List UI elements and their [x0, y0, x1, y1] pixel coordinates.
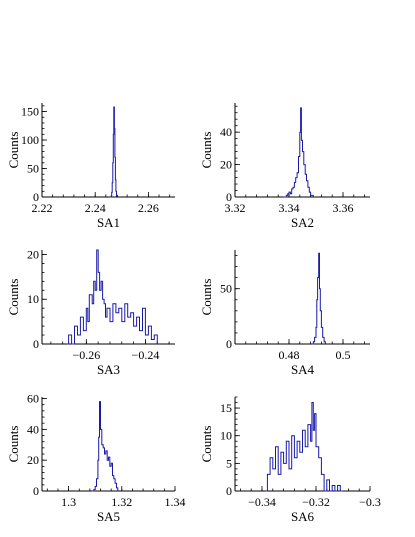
y-tick-label: 50 [220, 282, 232, 296]
y-axis-label: Counts [199, 426, 214, 463]
y-axis-label: Counts [199, 132, 214, 169]
y-axis-label: Counts [6, 279, 21, 316]
x-axis-label: SA2 [291, 215, 314, 230]
x-axis-label: SA3 [97, 362, 120, 377]
y-axis-label: Counts [6, 132, 21, 169]
y-tick-label: 20 [220, 158, 232, 172]
x-tick-label: −0.26 [72, 348, 100, 362]
x-tick-label: 3.36 [333, 201, 354, 215]
x-tick-label: 1.32 [111, 495, 132, 509]
x-tick-label: 3.32 [225, 201, 246, 215]
y-tick-label: 40 [27, 422, 39, 436]
x-axis-label: SA6 [291, 509, 315, 524]
x-tick-label: 0.5 [336, 348, 351, 362]
y-tick-label: 50 [27, 162, 39, 176]
y-axis-label: Counts [6, 426, 21, 463]
histogram-series [311, 252, 326, 345]
y-tick-label: 0 [33, 484, 39, 498]
x-tick-label: 2.26 [138, 201, 159, 215]
x-tick-label: 2.24 [85, 201, 106, 215]
panel-sa3: −0.26 −0.24 0 10 20 SA3 Counts [6, 247, 175, 377]
panel-sa6: −0.34 −0.32 −0.3 0 5 10 15 SA6 Counts [199, 396, 381, 524]
y-tick-label: 0 [226, 484, 232, 498]
histogram-series [109, 106, 118, 198]
x-tick-label: 1.34 [165, 495, 186, 509]
y-tick-label: 60 [27, 392, 39, 406]
x-tick-label: −0.34 [248, 495, 276, 509]
histogram-series [67, 249, 158, 345]
x-axis-label: SA5 [97, 509, 120, 524]
panel-sa5: 1.3 1.32 1.34 0 20 40 60 SA5 Counts [6, 392, 186, 524]
panel-sa2: 3.32 3.34 3.36 0 20 40 SA2 Counts [199, 103, 370, 230]
x-axis-label: SA1 [97, 215, 120, 230]
y-axis-label: Counts [199, 279, 214, 316]
histogram-series [283, 107, 314, 198]
x-tick-label: 2.22 [32, 201, 53, 215]
x-tick-label: −0.3 [359, 495, 381, 509]
y-tick-label: 20 [27, 453, 39, 467]
y-tick-label: 150 [21, 105, 39, 119]
y-tick-label: 20 [27, 247, 39, 261]
x-tick-label: 0.48 [279, 348, 300, 362]
x-axis-label: SA4 [291, 362, 315, 377]
y-tick-label: 100 [21, 133, 39, 147]
histogram-series [92, 401, 119, 492]
y-tick-label: 15 [220, 401, 232, 415]
y-tick-label: 0 [33, 190, 39, 204]
x-tick-label: 3.34 [279, 201, 300, 215]
x-tick-label: −0.32 [302, 495, 330, 509]
x-tick-label: 1.3 [61, 495, 76, 509]
y-tick-label: 5 [226, 456, 232, 470]
histogram-series [266, 402, 343, 492]
panel-sa4: 0.48 0.5 0 50 SA4 Counts [199, 250, 370, 377]
y-tick-label: 0 [226, 190, 232, 204]
y-tick-label: 0 [226, 337, 232, 351]
y-tick-label: 0 [33, 337, 39, 351]
y-tick-label: 40 [220, 125, 232, 139]
y-tick-label: 10 [220, 429, 232, 443]
x-tick-label: −0.24 [132, 348, 160, 362]
y-tick-label: 10 [27, 292, 39, 306]
panel-sa1: 2.22 2.24 2.26 0 50 100 150 SA1 Counts [6, 103, 175, 230]
